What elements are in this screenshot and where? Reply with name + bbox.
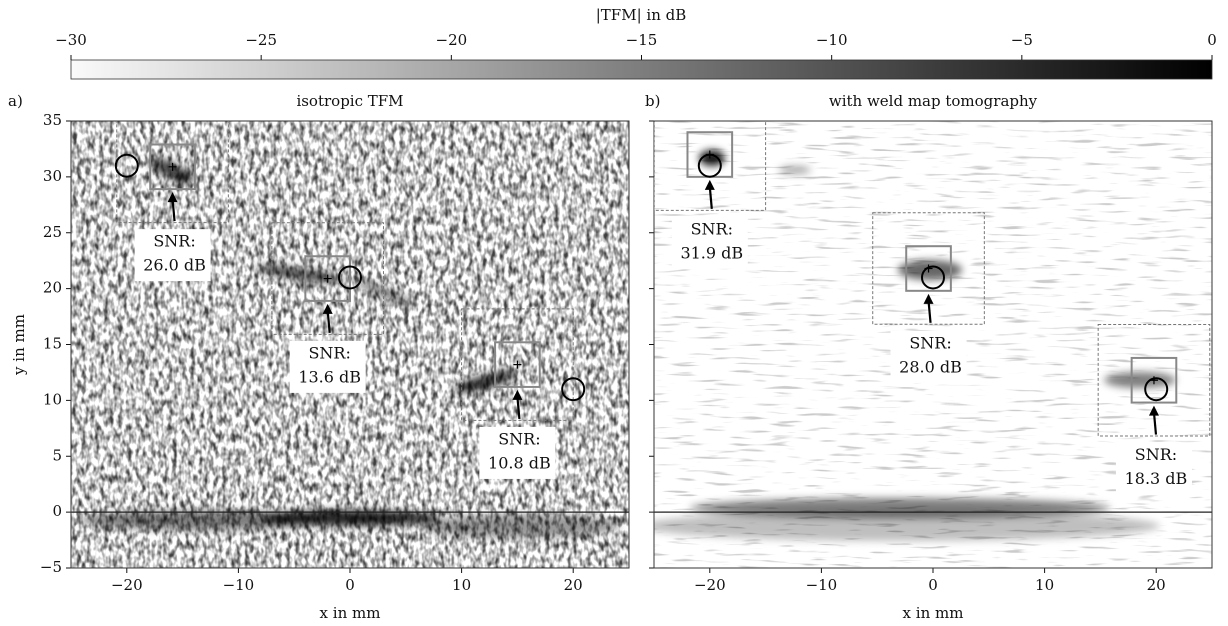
label-background bbox=[479, 426, 556, 479]
y-tick-label: −5 bbox=[40, 558, 62, 576]
x-tick-label: −10 bbox=[806, 576, 838, 594]
search-region bbox=[872, 212, 985, 325]
colorbar-tick-label: 0 bbox=[1207, 31, 1217, 49]
x-tick-label: 10 bbox=[1035, 576, 1054, 594]
true-position bbox=[1144, 377, 1169, 402]
arrow-shaft bbox=[708, 186, 713, 209]
snr-label: 13.6 dB bbox=[298, 367, 361, 386]
colorbar-tick-label: −15 bbox=[626, 31, 658, 49]
panel-label: b) bbox=[645, 92, 660, 110]
snr-label: SNR: bbox=[308, 343, 350, 362]
arrow-head bbox=[322, 303, 333, 314]
x-tick-label: 0 bbox=[345, 576, 355, 594]
x-tick-label: −20 bbox=[111, 576, 143, 594]
detection-box bbox=[905, 245, 952, 292]
y-axis-label: y in mm bbox=[10, 314, 28, 376]
arrow-shaft bbox=[927, 300, 932, 323]
arrow-head bbox=[167, 192, 178, 203]
colorbar-tick-label: −25 bbox=[245, 31, 277, 49]
colorbar-tick-label: −30 bbox=[55, 31, 87, 49]
x-axis-label: x in mm bbox=[903, 604, 964, 622]
arrow-shaft bbox=[1152, 412, 1158, 435]
arrow-head bbox=[512, 389, 523, 400]
y-tick-label: 5 bbox=[52, 446, 62, 464]
detection-box bbox=[149, 143, 196, 191]
snr-label: 28.0 dB bbox=[899, 357, 962, 376]
arrow-head bbox=[923, 293, 934, 304]
search-region bbox=[461, 308, 574, 421]
y-tick-label: 25 bbox=[43, 223, 62, 241]
true-position bbox=[338, 265, 362, 290]
detection-marker bbox=[513, 360, 522, 369]
arrow-shaft bbox=[326, 310, 331, 333]
snr-label: 10.8 dB bbox=[488, 453, 551, 472]
colorbar bbox=[70, 59, 1213, 80]
label-background bbox=[671, 216, 748, 269]
detection-box bbox=[1130, 356, 1178, 404]
panel-label: a) bbox=[8, 92, 23, 110]
search-region bbox=[271, 222, 384, 335]
x-tick-label: 10 bbox=[452, 576, 471, 594]
snr-label: 31.9 dB bbox=[680, 243, 743, 262]
axes-frame bbox=[653, 120, 1213, 569]
snr-label: SNR: bbox=[498, 429, 540, 448]
true-position bbox=[114, 153, 139, 178]
panel-title: with weld map tomography bbox=[829, 92, 1038, 110]
label-background bbox=[289, 340, 366, 393]
arrow-shaft bbox=[171, 199, 176, 222]
true-position bbox=[921, 265, 945, 290]
detection-box bbox=[304, 255, 351, 302]
y-tick-label: 20 bbox=[43, 279, 62, 297]
colorbar-label: |TFM| in dB bbox=[596, 6, 687, 24]
panel-title: isotropic TFM bbox=[296, 92, 403, 110]
snr-label: SNR: bbox=[1135, 445, 1177, 464]
y-tick-label: 30 bbox=[43, 167, 62, 185]
snr-label: SNR: bbox=[909, 333, 951, 352]
detection-marker bbox=[168, 162, 177, 171]
x-tick-label: 0 bbox=[928, 576, 938, 594]
snr-label: 26.0 dB bbox=[143, 256, 206, 275]
axes-frame bbox=[70, 120, 630, 569]
arrow-shaft bbox=[516, 396, 521, 420]
y-tick-label: 0 bbox=[52, 502, 62, 520]
search-region bbox=[1097, 323, 1211, 437]
snr-label: SNR: bbox=[691, 219, 733, 238]
colorbar-tick-label: −20 bbox=[436, 31, 468, 49]
true-position bbox=[561, 377, 586, 402]
colorbar-tick-label: −10 bbox=[816, 31, 848, 49]
label-background bbox=[134, 229, 211, 282]
x-tick-label: −10 bbox=[223, 576, 255, 594]
snr-label: SNR: bbox=[153, 232, 195, 251]
detection-box bbox=[494, 341, 541, 388]
detection-marker bbox=[323, 274, 332, 283]
x-tick-label: −20 bbox=[694, 576, 726, 594]
y-tick-label: 35 bbox=[43, 111, 62, 129]
snr-label: 18.3 dB bbox=[1125, 469, 1188, 488]
arrow-head bbox=[704, 179, 715, 190]
search-region bbox=[654, 121, 767, 211]
label-background bbox=[890, 330, 967, 383]
x-tick-label: 20 bbox=[1147, 576, 1166, 594]
colorbar-tick-label: −5 bbox=[1011, 31, 1033, 49]
label-background bbox=[1115, 442, 1192, 495]
true-position bbox=[697, 153, 722, 178]
y-tick-label: 15 bbox=[43, 335, 62, 353]
x-axis-label: x in mm bbox=[320, 604, 381, 622]
y-tick-label: 10 bbox=[43, 390, 62, 408]
arrow-head bbox=[1148, 405, 1159, 416]
x-tick-label: 20 bbox=[564, 576, 583, 594]
